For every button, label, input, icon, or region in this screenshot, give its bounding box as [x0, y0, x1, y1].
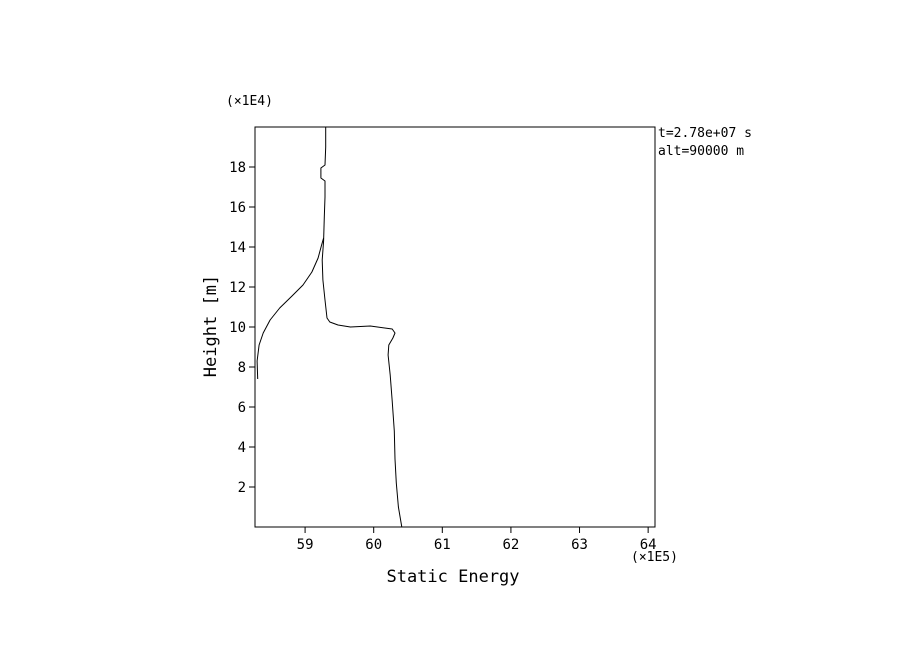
x-tick-label: 62	[502, 537, 519, 553]
y-tick-label: 10	[229, 320, 246, 336]
series-static-energy-profile	[320, 127, 403, 528]
y-tick-label: 12	[229, 280, 246, 296]
y-tick-label: 14	[229, 240, 246, 256]
series-lower-left-branch	[256, 237, 325, 380]
x-axis-title: Static Energy	[386, 567, 520, 587]
x-tick-label: 61	[434, 537, 451, 553]
y-tick-label: 6	[238, 400, 246, 416]
annotation-altitude: alt=90000 m	[658, 144, 745, 159]
y-tick-label: 18	[229, 160, 246, 176]
y-axis-title: Height [m]	[201, 274, 221, 378]
y-tick-label: 4	[238, 440, 246, 456]
x-tick-label: 63	[571, 537, 588, 553]
x-axis-scale-note: (×1E5)	[631, 550, 678, 565]
y-tick-label: 16	[229, 200, 246, 216]
x-tick-label: 60	[365, 537, 382, 553]
plot-border	[254, 126, 656, 528]
x-tick-label: 59	[297, 537, 314, 553]
y-tick-label: 8	[238, 360, 246, 376]
y-tick-label: 2	[238, 480, 246, 496]
annotation-time: t=2.78e+07 s	[658, 126, 752, 141]
x-tick-label: 64	[640, 537, 657, 553]
y-axis-scale-note: (×1E4)	[226, 94, 273, 109]
